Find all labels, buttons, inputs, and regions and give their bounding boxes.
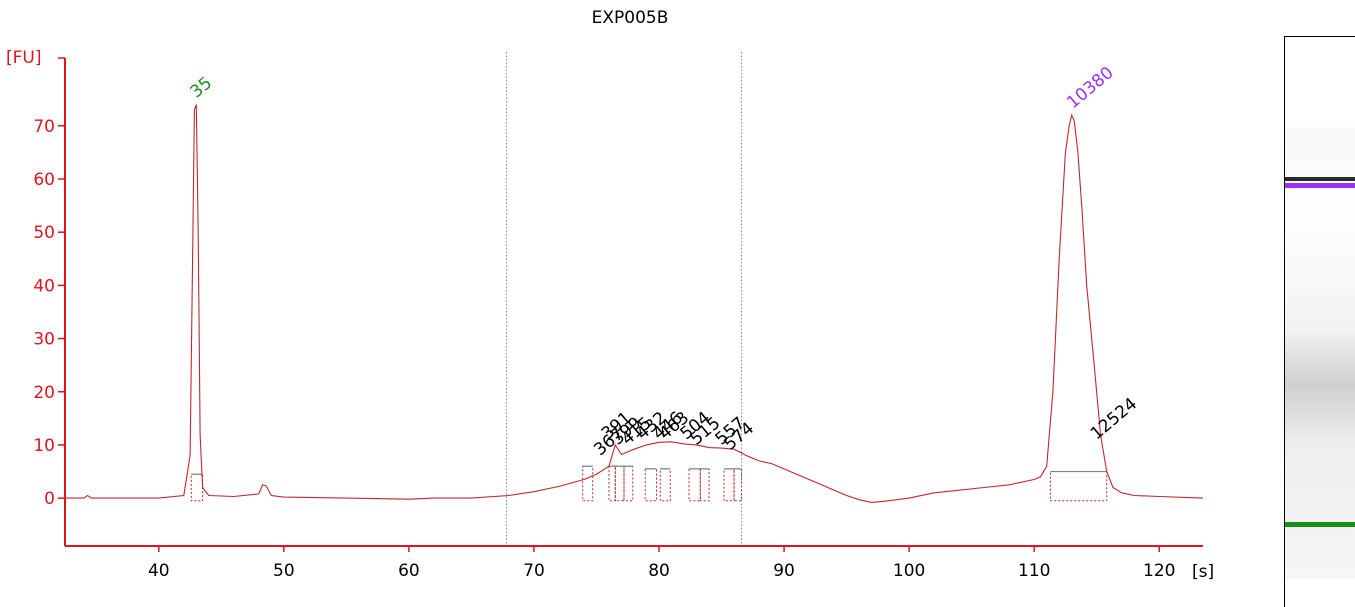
peak-label: 12524 (1087, 394, 1141, 444)
y-tick-label: 70 (33, 117, 55, 137)
marker-label: 35 (187, 73, 216, 102)
y-tick-label: 60 (33, 170, 55, 190)
trace-line (65, 104, 1204, 503)
x-tick-label: 50 (273, 561, 295, 581)
x-tick-label: 80 (648, 561, 670, 581)
peak-window (608, 465, 616, 502)
gel-band (1285, 522, 1355, 528)
peak-windows (190, 465, 1108, 502)
y-tick-label: 20 (33, 383, 55, 403)
trace-series (65, 104, 1204, 503)
y-tick-label: 50 (33, 223, 55, 243)
y-tick-label: 10 (33, 436, 55, 456)
gel-band (1285, 182, 1355, 189)
x-tick-label: 70 (523, 561, 545, 581)
peak-window (688, 468, 701, 502)
peak-window (699, 468, 710, 502)
peak-window (659, 468, 671, 502)
peak-window (582, 465, 594, 502)
peak-window (623, 465, 634, 502)
chart-title: EXP005B (591, 8, 669, 28)
peak-window (723, 468, 735, 502)
gel-band (1285, 176, 1355, 182)
y-tick-label: 30 (33, 330, 55, 350)
peak-labels: 35 10380367391399415432446463504515557574… (187, 63, 1141, 460)
marker-label: 10380 (1063, 63, 1117, 113)
peak-window (644, 468, 658, 502)
x-tick-label: 90 (773, 561, 795, 581)
y-tick-label: 40 (33, 276, 55, 296)
axes: 0 10 20 30 40 50 60 70 [FU] 40 50 60 70 80 90 100 110 120… (6, 48, 1214, 582)
y-axis-label: [FU] (6, 48, 42, 68)
gel-lane (1284, 36, 1355, 607)
peak-window (614, 465, 625, 502)
x-tick-label: 120 (1143, 561, 1175, 581)
peak-window (733, 468, 743, 502)
gel-lane-smear (1285, 127, 1355, 579)
electropherogram-plot: 0 10 20 30 40 50 60 70 [FU] 40 50 60 70 80 90 100 110 120… (6, 48, 1214, 582)
x-axis-label: [s] (1192, 562, 1214, 582)
x-tick-label: 100 (893, 561, 925, 581)
peak-window (1049, 471, 1108, 502)
y-tick-label: 0 (44, 489, 55, 509)
peak-window (190, 473, 204, 502)
x-tick-label: 40 (148, 561, 170, 581)
x-tick-label: 60 (398, 561, 420, 581)
x-tick-label: 110 (1018, 561, 1050, 581)
